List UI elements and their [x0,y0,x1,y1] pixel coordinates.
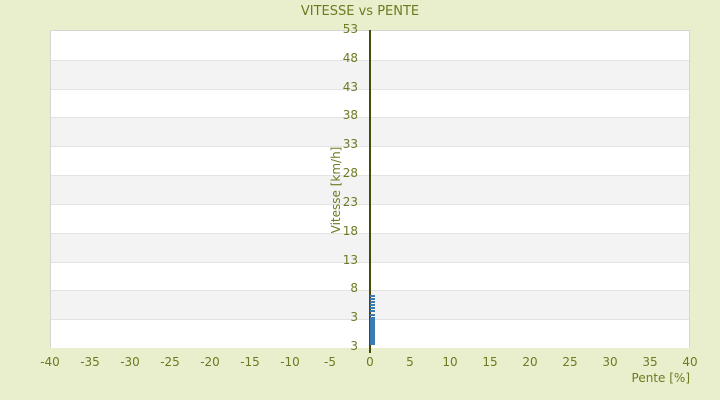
data-point [369,313,375,316]
data-point [369,301,375,304]
x-tick-label: -35 [80,355,100,369]
y-tick-label: 3 [350,339,358,353]
y-tick-label: 48 [342,50,358,65]
y-tick-label: 38 [342,108,358,123]
x-tick-label: -30 [120,355,140,369]
x-tick-label: -5 [324,355,336,369]
data-point [369,306,375,309]
data-point [369,343,375,346]
x-tick-label: 40 [682,355,698,369]
x-tick-label: 5 [406,355,414,369]
data-point [370,303,376,306]
data-point [369,335,375,338]
data-point [369,294,375,297]
x-axis-title: Pente [%] [631,371,690,385]
x-tick-label: -20 [200,355,220,369]
x-tick-label: -25 [160,355,180,369]
data-point [370,317,376,320]
y-tick-label: 53 [342,22,358,36]
data-point [370,298,376,301]
data-point [370,328,376,331]
x-tick-label: 25 [562,355,578,369]
x-tick-label: -10 [280,355,300,369]
y-tick-label: 8 [350,281,358,296]
data-point [369,331,375,333]
x-tick-label: 15 [482,355,498,369]
data-point [370,324,376,327]
y-tick-label: 3 [350,310,358,325]
chart-title: VITESSE vs PENTE [300,4,420,19]
data-point [370,321,376,324]
x-tick-label: 20 [522,355,538,369]
y-tick-label: 23 [342,194,358,209]
y-tick-label: 33 [342,137,358,152]
x-tick-label: 0 [366,355,374,369]
x-tick-label: 10 [442,355,458,369]
data-point [370,332,376,335]
data-point [369,318,375,321]
data-point [370,309,376,312]
x-tick-label: -15 [240,355,260,369]
data-point [369,339,375,342]
x-tick-label: -40 [40,355,60,369]
x-tick-label: 30 [602,355,618,369]
data-point [370,336,376,339]
data-point [370,340,376,343]
y-tick-label: 43 [342,79,358,94]
data-point [369,322,375,325]
y-tick-label: 18 [342,223,358,238]
x-tick-label: 35 [642,355,658,369]
y-tick-label: 28 [342,166,358,181]
y-axis-title: Vitesse [km/h] [329,146,343,234]
y-tick-label: 13 [342,252,358,267]
data-point [369,326,375,329]
y-axis-zero-line [369,30,371,353]
